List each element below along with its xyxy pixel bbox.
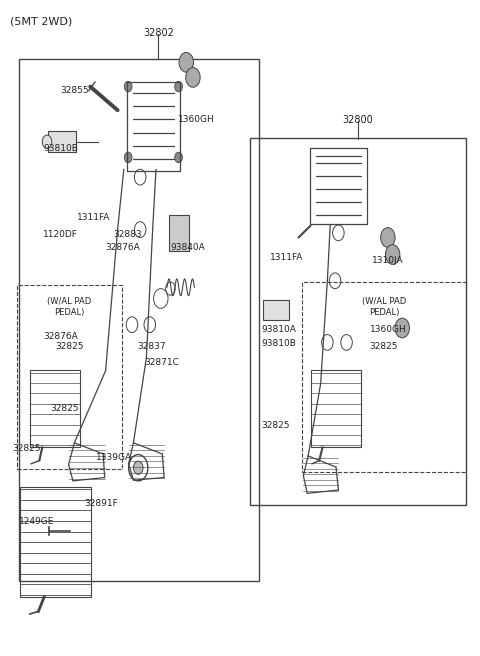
- Circle shape: [179, 52, 193, 72]
- Bar: [19, 59, 259, 581]
- Circle shape: [133, 461, 143, 474]
- Text: 32871C: 32871C: [144, 358, 179, 367]
- Bar: [311, 370, 361, 447]
- Text: 32802: 32802: [143, 28, 174, 37]
- Text: 1311FA: 1311FA: [270, 253, 304, 262]
- Text: (W/AL PAD
PEDAL): (W/AL PAD PEDAL): [48, 297, 92, 318]
- Text: 93840A: 93840A: [170, 243, 205, 252]
- Text: 32825: 32825: [370, 342, 398, 352]
- Circle shape: [395, 318, 409, 338]
- Bar: [20, 487, 91, 597]
- Bar: [302, 282, 466, 472]
- Text: 32876A: 32876A: [43, 332, 78, 341]
- Text: 32876A: 32876A: [106, 243, 140, 252]
- Text: 32883: 32883: [113, 230, 142, 239]
- Text: 32891F: 32891F: [84, 499, 118, 508]
- Circle shape: [175, 81, 182, 92]
- Text: (W/AL PAD
PEDAL): (W/AL PAD PEDAL): [362, 297, 406, 318]
- Text: 32825: 32825: [50, 403, 79, 413]
- Circle shape: [124, 152, 132, 163]
- Text: 93810A: 93810A: [262, 325, 297, 335]
- Text: 1310JA: 1310JA: [372, 256, 404, 265]
- Text: 32855: 32855: [60, 86, 89, 95]
- Circle shape: [124, 81, 132, 92]
- Text: (5MT 2WD): (5MT 2WD): [10, 16, 72, 26]
- Bar: [48, 131, 76, 152]
- Circle shape: [385, 245, 400, 264]
- Text: 93810B: 93810B: [262, 338, 297, 348]
- Text: 32825: 32825: [55, 342, 84, 352]
- Text: 1339GA: 1339GA: [96, 453, 132, 462]
- Text: 1311FA: 1311FA: [77, 213, 110, 222]
- Bar: [30, 370, 80, 447]
- Text: 1360GH: 1360GH: [178, 115, 215, 124]
- Bar: [169, 215, 189, 251]
- Text: 93810B: 93810B: [43, 144, 78, 154]
- Text: 32800: 32800: [342, 115, 373, 125]
- Circle shape: [186, 68, 200, 87]
- Bar: [17, 285, 122, 469]
- Circle shape: [42, 135, 52, 148]
- Bar: [263, 300, 289, 320]
- Circle shape: [381, 228, 395, 247]
- Circle shape: [175, 152, 182, 163]
- Text: 1249GE: 1249GE: [19, 517, 55, 526]
- Text: 32837: 32837: [137, 342, 166, 351]
- Text: 1360GH: 1360GH: [370, 325, 407, 335]
- Text: 32825: 32825: [262, 420, 290, 430]
- Bar: [250, 138, 466, 505]
- Text: 32825: 32825: [12, 443, 41, 453]
- Text: 1120DF: 1120DF: [43, 230, 78, 239]
